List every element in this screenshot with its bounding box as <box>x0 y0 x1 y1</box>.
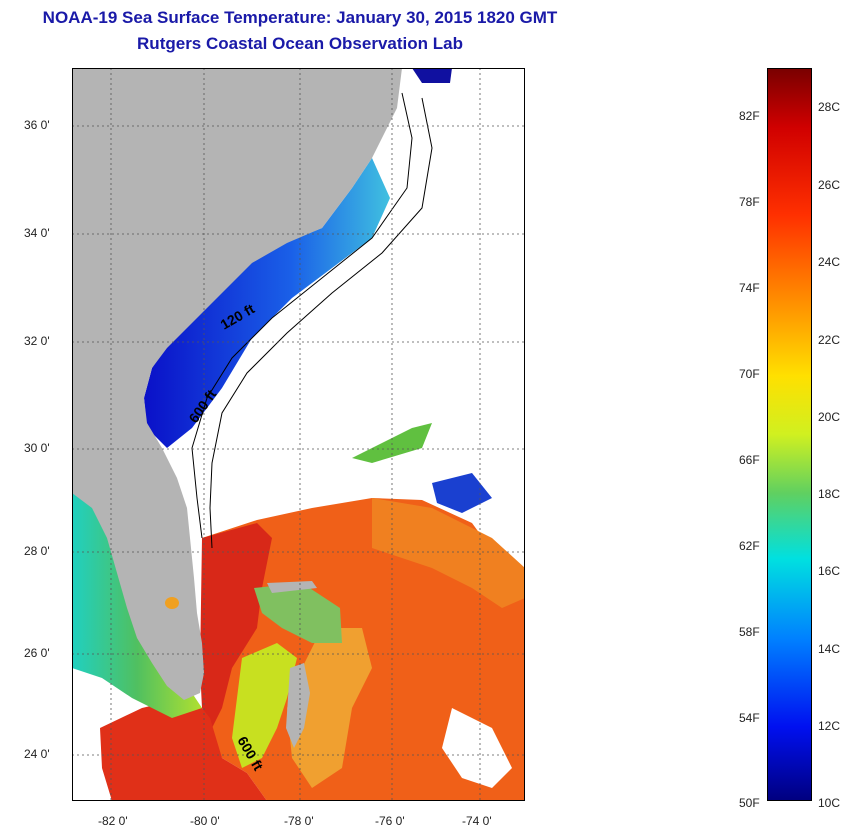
colorbar-label-c: 18C <box>818 487 841 501</box>
colorbar-label-f: 82F <box>739 109 760 123</box>
lat-label: 30 0' <box>24 441 50 455</box>
colorbar-label-c: 12C <box>818 719 841 733</box>
andros-island <box>286 663 310 748</box>
colorbar-label-c: 16C <box>818 564 841 578</box>
lat-label: 24 0' <box>24 747 50 761</box>
lon-label: -78 0' <box>284 814 314 828</box>
cold-coastal-band <box>144 158 390 448</box>
colorbar-label-f: 50F <box>739 796 760 810</box>
cold-patch-ne <box>412 68 452 83</box>
colorbar-label-c: 24C <box>818 255 841 269</box>
lon-label: -80 0' <box>190 814 220 828</box>
temperature-colorbar <box>767 68 812 801</box>
colorbar-label-c: 26C <box>818 178 841 192</box>
colorbar-label-c: 20C <box>818 410 841 424</box>
lat-label: 32 0' <box>24 334 50 348</box>
bahamas-bank <box>232 643 297 768</box>
contour-120ft <box>191 92 413 539</box>
map-subtitle: Rutgers Coastal Ocean Observation Lab <box>137 34 463 53</box>
grand-bahama <box>267 581 317 593</box>
sst-map: 120 ft 600 ft 600 ft <box>72 68 525 801</box>
lat-lon-grid <box>72 68 525 801</box>
lon-label: -74 0' <box>462 814 492 828</box>
lat-label: 36 0' <box>24 118 50 132</box>
colorbar-label-c: 28C <box>818 100 841 114</box>
colorbar-label-f: 78F <box>739 195 760 209</box>
land-mass <box>72 68 402 700</box>
colorbar-label-c: 14C <box>818 642 841 656</box>
lat-label: 34 0' <box>24 226 50 240</box>
lon-label: -76 0' <box>375 814 405 828</box>
colorbar-label-c: 10C <box>818 796 841 810</box>
colorbar-label-f: 70F <box>739 367 760 381</box>
map-title: NOAA-19 Sea Surface Temperature: January… <box>42 8 558 27</box>
colorbar-label-f: 62F <box>739 539 760 553</box>
colorbar-label-f: 54F <box>739 711 760 725</box>
contour-600ft <box>209 97 433 549</box>
lake-okeechobee <box>165 597 179 609</box>
lon-label: -82 0' <box>98 814 128 828</box>
lat-label: 28 0' <box>24 544 50 558</box>
lat-label: 26 0' <box>24 646 50 660</box>
warm-water-region <box>100 498 525 801</box>
colorbar-label-f: 66F <box>739 453 760 467</box>
colorbar-label-c: 22C <box>818 333 841 347</box>
cold-patch-east <box>432 473 492 513</box>
colorbar-label-f: 74F <box>739 281 760 295</box>
bahamas-bank-north <box>254 583 342 643</box>
colorbar-label-f: 58F <box>739 625 760 639</box>
